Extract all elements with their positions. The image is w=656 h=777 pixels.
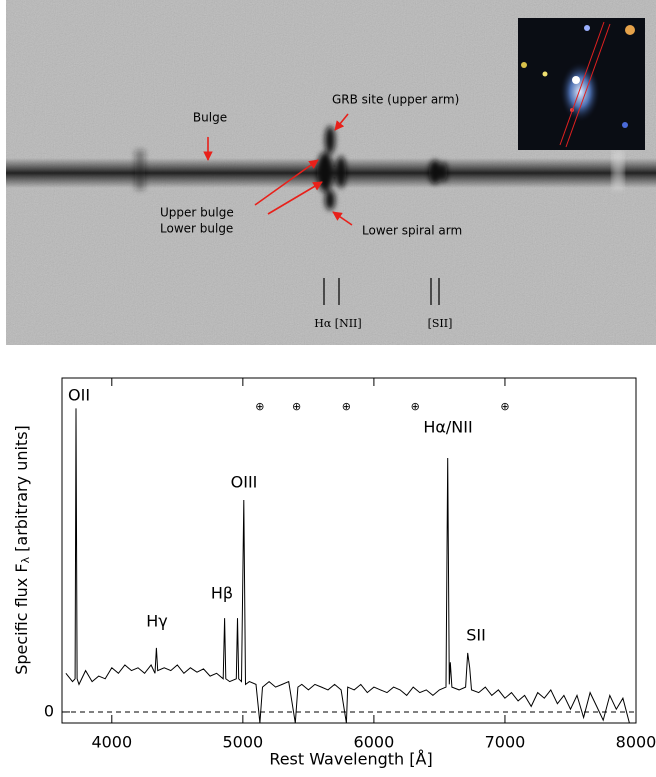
telluric-marker: ⊕: [342, 400, 351, 413]
y-label-main: Specific flux F: [12, 563, 31, 674]
x-tick-label: 4000: [91, 733, 132, 752]
x-tick-label: 7000: [485, 733, 526, 752]
y-tick-label: 0: [44, 701, 54, 720]
line-annotation: Hγ: [146, 612, 168, 631]
y-axis-label: Specific flux Fλ [arbitrary units]: [12, 425, 33, 675]
image-label: Bulge: [193, 111, 227, 125]
spectrum-image: Bulge GRB site (upper arm) Upper bulge L…: [6, 0, 656, 345]
telluric-marker: ⊕: [411, 400, 420, 413]
spectrum-plot: Rest Wavelength [Å] Specific flux Fλ [ar…: [12, 377, 637, 769]
y-label-end: [arbitrary units]: [12, 425, 31, 557]
image-label: Upper bulge: [160, 206, 234, 220]
x-axis-label: Rest Wavelength [Å]: [269, 750, 432, 769]
line-annotation: Hα/NII: [423, 418, 472, 437]
arrows: [203, 113, 353, 226]
telluric-marker: ⊕: [500, 400, 509, 413]
image-label: Lower bulge: [160, 222, 233, 236]
line-marker-ticks: [323, 278, 440, 305]
line-annotation: SII: [466, 626, 486, 645]
x-tick-label: 6000: [354, 733, 395, 752]
telluric-marker: ⊕: [292, 400, 301, 413]
x-tick-label: 8000: [616, 733, 656, 752]
image-label: Lower spiral arm: [362, 224, 462, 238]
telluric-marker: ⊕: [255, 400, 264, 413]
spectrum-line: [65, 408, 630, 723]
line-annotation: OII: [68, 386, 90, 405]
inset-image: [518, 18, 645, 150]
y-label-sub: λ: [19, 556, 32, 563]
x-tick-label: 5000: [222, 733, 263, 752]
image-label: GRB site (upper arm): [332, 93, 459, 107]
line-marker-label: [SII]: [428, 317, 453, 330]
line-annotation: OIII: [231, 473, 258, 492]
line-marker-label: Hα [NII]: [314, 317, 361, 330]
line-annotation: Hβ: [211, 584, 233, 603]
plot-frame: [61, 377, 637, 724]
